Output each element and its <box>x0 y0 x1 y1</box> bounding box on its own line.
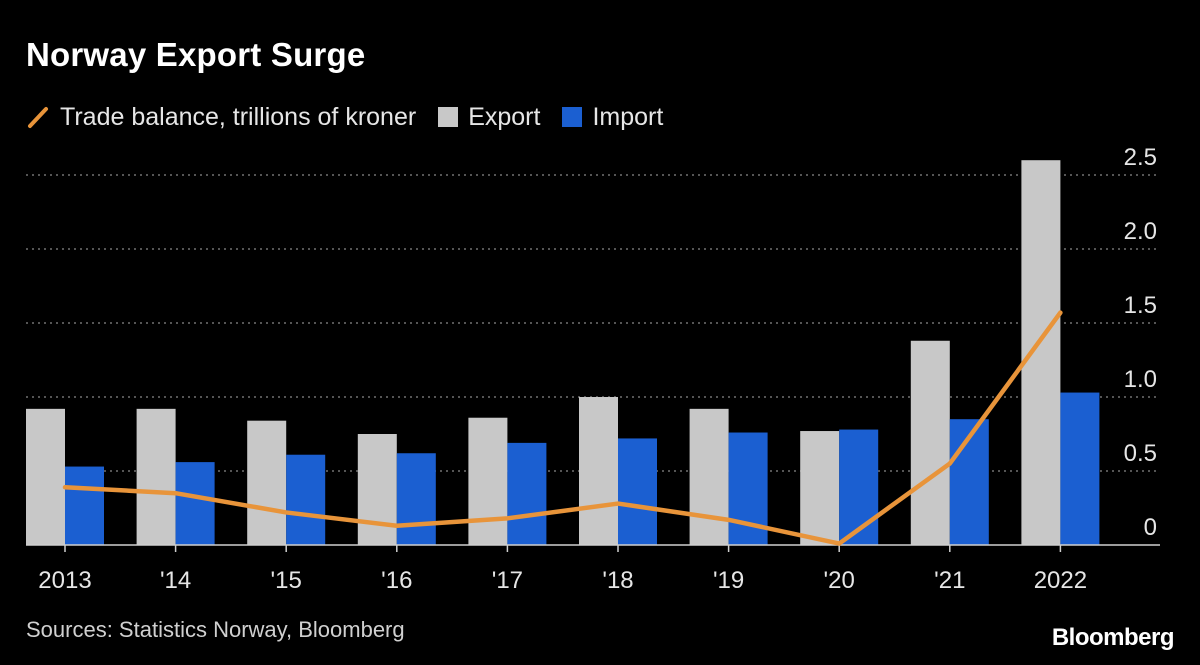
import-bar <box>175 462 215 545</box>
x-tick-label: '18 <box>602 567 633 594</box>
export-bar <box>247 420 287 545</box>
trade-balance-point <box>837 542 841 546</box>
export-bar <box>468 417 508 545</box>
legend-line-swatch <box>28 107 48 128</box>
import-bar <box>396 453 436 545</box>
trade-balance-point <box>284 510 288 514</box>
trade-balance-point <box>174 491 178 495</box>
legend-item-export: Export <box>438 103 540 132</box>
import-bar <box>839 429 879 545</box>
legend-label-export: Export <box>468 102 541 131</box>
y-tick-label: 0.5 <box>1124 440 1157 467</box>
x-tick-label: '17 <box>492 567 523 594</box>
bloomberg-logo: Bloomberg <box>1051 624 1175 651</box>
trade-balance-point <box>948 462 952 466</box>
x-tick-label: 2013 <box>38 567 91 594</box>
source-note: Sources: Statistics Norway, Bloomberg <box>26 617 405 642</box>
trade-balance-point <box>727 518 731 522</box>
legend-item-trade-balance: Trade balance, trillions of kroner <box>26 103 416 132</box>
trade-balance-point <box>1058 311 1062 315</box>
x-tick-label: '16 <box>381 567 412 594</box>
import-bar <box>65 466 104 545</box>
y-tick-label: 2.5 <box>1124 144 1157 171</box>
export-bar <box>910 340 950 545</box>
y-tick-label: 2.0 <box>1124 218 1157 245</box>
export-bar <box>579 397 618 545</box>
trade-balance-point <box>63 485 67 489</box>
import-bar <box>286 454 326 545</box>
trade-balance-point <box>505 516 509 520</box>
trade-balance-line <box>62 310 1063 546</box>
export-bar <box>357 434 397 545</box>
import-bar <box>1060 392 1100 545</box>
export-bar <box>1021 160 1061 545</box>
legend: Trade balance, trillions of kroner Expor… <box>26 100 685 134</box>
y-tick-label: 1.5 <box>1124 292 1157 319</box>
legend-import-swatch <box>562 107 583 127</box>
legend-export-swatch <box>438 107 459 127</box>
export-bar <box>26 408 65 545</box>
y-tick-label: 0 <box>1144 514 1157 541</box>
export-bar <box>689 408 729 545</box>
legend-item-import: Import <box>562 103 663 132</box>
x-tick-label: '19 <box>713 567 744 594</box>
export-bar <box>800 431 840 545</box>
import-bar <box>507 442 547 545</box>
x-tick-label: 2022 <box>1034 567 1087 594</box>
x-tick-label: '15 <box>271 567 302 594</box>
trade-balance-point <box>616 502 620 506</box>
import-bar <box>618 438 657 545</box>
trade-balance-point <box>395 524 399 528</box>
x-tick-label: '21 <box>934 567 965 594</box>
legend-label-import: Import <box>592 102 664 131</box>
legend-label-trade-balance: Trade balance, trillions of kroner <box>60 102 417 131</box>
y-tick-label: 1.0 <box>1124 366 1157 393</box>
x-tick-label: '20 <box>824 567 855 594</box>
chart-title: Norway Export Surge <box>26 36 366 73</box>
x-tick-label: '14 <box>160 567 191 594</box>
export-bar <box>136 408 176 545</box>
